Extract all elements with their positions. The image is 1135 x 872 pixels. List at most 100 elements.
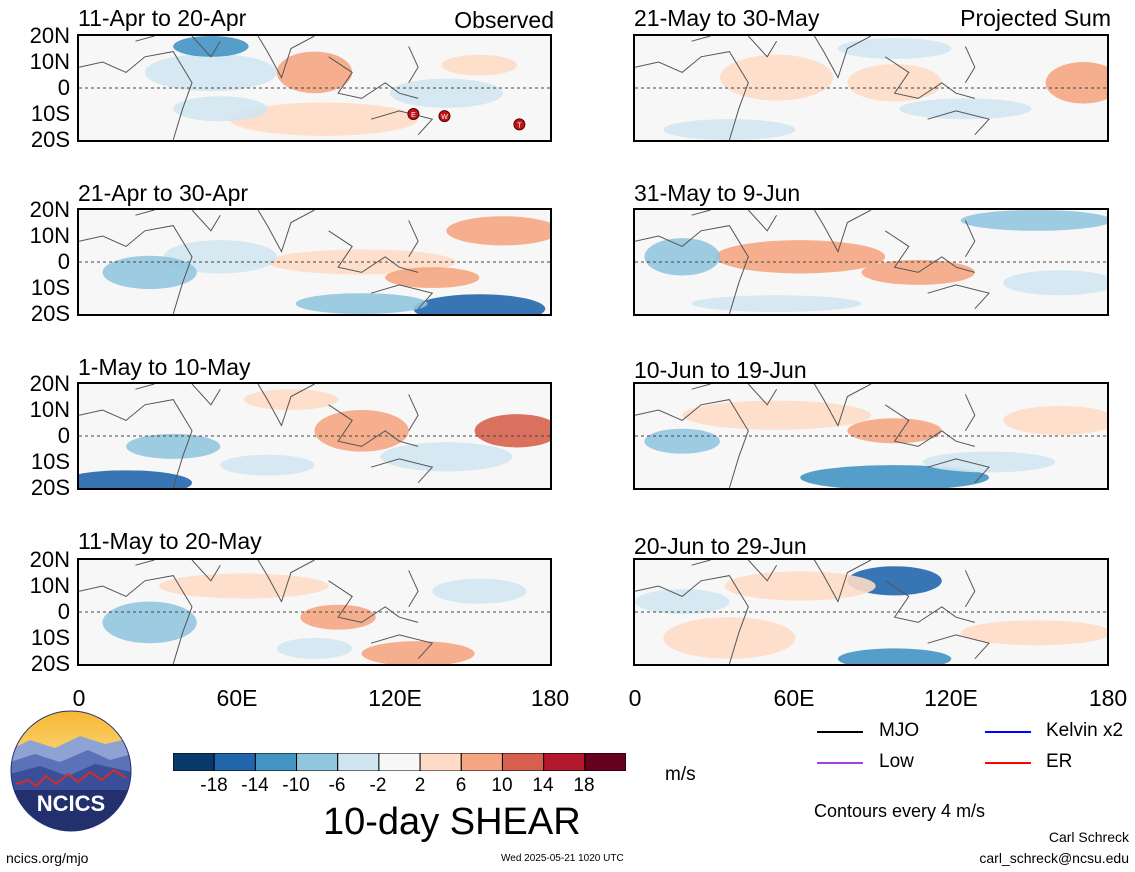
shear-anomaly-patch (719, 54, 834, 101)
lat-0: 0 (57, 599, 70, 624)
panel-title-3: 1-May to 10-May (78, 354, 251, 380)
colorbar-swatch (543, 752, 586, 772)
shear-anomaly-patch (691, 295, 862, 312)
lon-180-right: 180 (1088, 685, 1128, 711)
units-label: m/s (665, 764, 696, 785)
storm-marker: T (513, 118, 526, 131)
legend-mjo-line (817, 731, 863, 733)
map-panel-5 (633, 34, 1109, 142)
colorbar-swatch (172, 752, 215, 772)
lat-20n: 20N (29, 23, 70, 48)
shear-anomaly-patch (446, 216, 550, 246)
cb-tick: -6 (328, 775, 346, 796)
legend-er-label: ER (1046, 751, 1073, 772)
shear-anomaly-patch (173, 96, 268, 122)
author-email[interactable]: carl_schreck@ncsu.edu (979, 850, 1129, 866)
coastline (79, 210, 434, 314)
storm-marker: W (438, 110, 451, 123)
cb-tick: 18 (573, 775, 595, 796)
shear-anomaly-patch (144, 53, 277, 92)
shear-anomaly-patch (899, 98, 1032, 120)
shear-anomaly-patch (1003, 405, 1107, 435)
site-url[interactable]: ncics.org/mjo (6, 850, 89, 866)
colorbar-swatch (213, 752, 256, 772)
lon-60e-left: 60E (216, 685, 258, 711)
shear-anomaly-patch (663, 617, 796, 659)
shear-anomaly-patch (837, 38, 952, 59)
projected-tag: Projected Sum (960, 5, 1111, 31)
shear-anomaly-patch (220, 454, 315, 476)
lat-10s: 10S (30, 449, 70, 474)
shear-anomaly-patch (432, 578, 527, 604)
shear-anomaly-patch (922, 451, 1056, 473)
cb-tick: -14 (241, 775, 269, 796)
lon-180-left: 180 (530, 685, 570, 711)
colorbar-swatch (501, 752, 545, 772)
shear-anomaly-patch (635, 589, 730, 615)
observed-tag: Observed (454, 7, 554, 33)
coastline (635, 210, 990, 314)
shear-anomaly-patch (1045, 62, 1107, 104)
colorbar (172, 752, 627, 772)
lon-120e-left: 120E (368, 685, 422, 711)
legend-er-line (985, 762, 1031, 764)
logo-text: NCICS (37, 791, 105, 816)
shear-anomaly-patch (644, 428, 720, 454)
storm-marker: E (407, 108, 420, 120)
map-panel-6 (633, 208, 1109, 316)
lat-20n: 20N (29, 547, 70, 572)
shear-anomaly-patch (243, 389, 339, 410)
lat-20s: 20S (30, 651, 70, 676)
lon-120e-right: 120E (924, 685, 978, 711)
shear-anomaly-patch (644, 238, 720, 276)
ncics-logo: NCICS (10, 710, 132, 832)
lat-10s: 10S (30, 275, 70, 300)
shear-anomaly-patch (724, 571, 876, 601)
lat-0: 0 (57, 75, 70, 100)
lat-0: 0 (57, 423, 70, 448)
lon-0-right: 0 (628, 685, 642, 711)
colorbar-swatch (460, 752, 503, 772)
panel-title-5: 21-May to 30-May (634, 5, 820, 31)
cb-tick: -10 (282, 775, 310, 796)
shear-anomaly-patch (715, 240, 886, 274)
shear-anomaly-patch (173, 36, 249, 57)
shear-anomaly-patch (380, 442, 513, 472)
map-panel-1: E W T (77, 34, 552, 142)
cb-tick: 6 (455, 775, 467, 796)
shear-anomaly-patch (126, 433, 221, 459)
lat-10n: 10N (29, 223, 70, 248)
map-panel-4 (77, 558, 552, 666)
contour-note: Contours every 4 m/s (814, 801, 986, 821)
lat-20s: 20S (30, 475, 70, 500)
shear-anomaly-patch (837, 648, 952, 664)
coastline (635, 560, 990, 664)
lat-20n: 20N (29, 197, 70, 222)
shear-anomaly-patch (663, 119, 796, 140)
timestamp: Wed 2025-05-21 1020 UTC (501, 853, 624, 864)
lat-10n: 10N (29, 573, 70, 598)
lat-10n: 10N (29, 49, 70, 74)
legend-low-label: Low (879, 751, 914, 772)
shear-anomaly-patch (276, 638, 353, 659)
lat-20s: 20S (30, 301, 70, 326)
lon-0-left: 0 (72, 685, 86, 711)
map-panel-2 (77, 208, 552, 316)
svg-text:T: T (517, 122, 522, 129)
colorbar-swatch (254, 752, 298, 772)
shear-anomaly-patch (102, 255, 197, 290)
colorbar-swatch (337, 752, 380, 772)
panel-title-1: 11-Apr to 20-Apr (78, 5, 247, 31)
lat-0: 0 (57, 249, 70, 274)
shear-anomaly-patch (163, 240, 277, 274)
panel-title-4: 11-May to 20-May (78, 528, 262, 554)
lat-20n: 20N (29, 371, 70, 396)
shear-anomaly-patch (960, 620, 1107, 646)
legend-mjo-label: MJO (879, 720, 920, 741)
colorbar-swatch (584, 752, 627, 772)
colorbar-swatch (419, 752, 462, 772)
shear-anomaly-patch (389, 78, 503, 108)
shear-anomaly-patch (276, 51, 353, 94)
panel-title-8: 20-Jun to 29-Jun (634, 533, 807, 559)
shear-anomaly-patch (102, 601, 197, 644)
